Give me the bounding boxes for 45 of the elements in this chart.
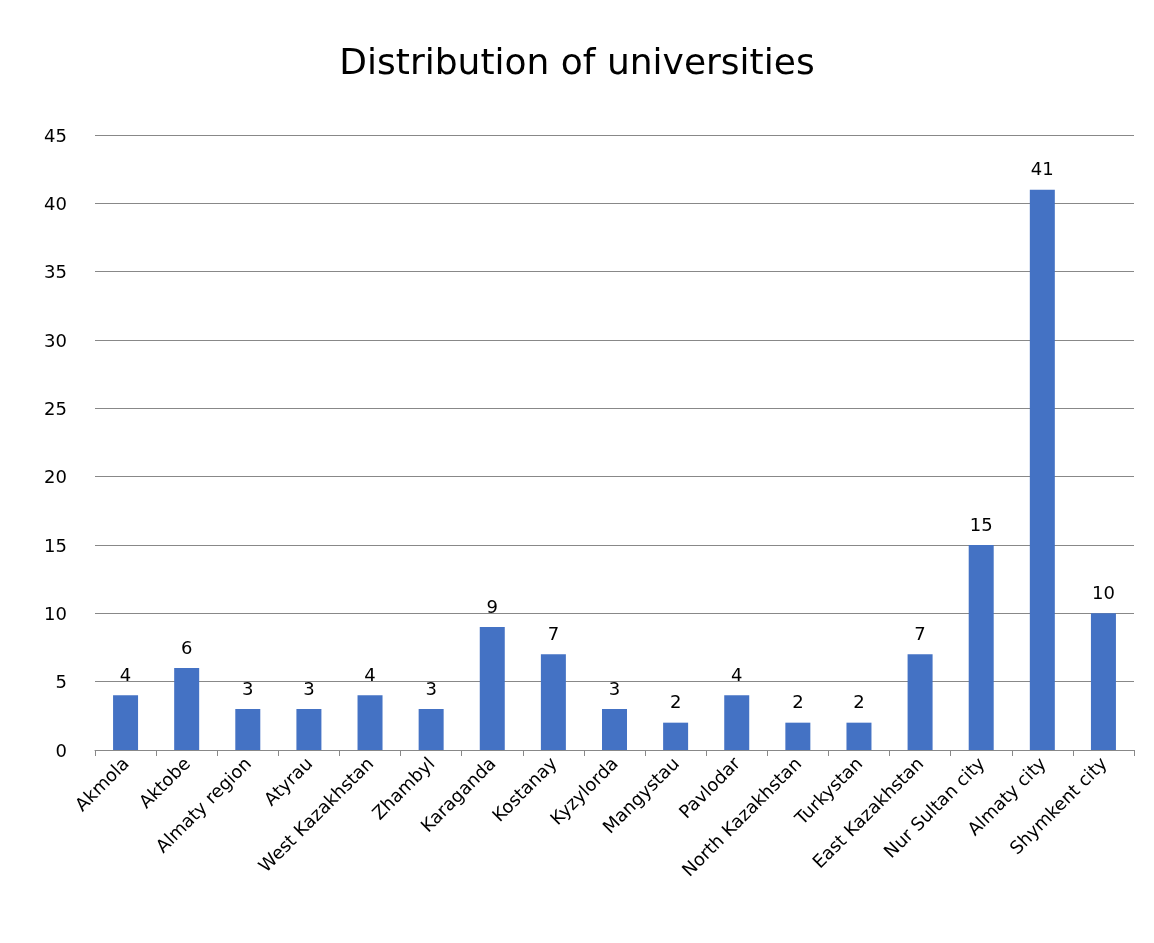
data-label: 3 bbox=[425, 677, 437, 699]
data-label: 2 bbox=[853, 691, 865, 713]
data-label: 9 bbox=[486, 595, 498, 617]
bar bbox=[357, 695, 383, 750]
bar bbox=[418, 709, 444, 750]
data-label: 4 bbox=[731, 663, 743, 685]
bar bbox=[235, 709, 261, 750]
bar bbox=[846, 722, 872, 750]
bar bbox=[968, 545, 994, 750]
data-label: 15 bbox=[969, 513, 993, 535]
bar bbox=[1029, 189, 1055, 750]
y-tick-label: 30 bbox=[44, 329, 67, 351]
bar bbox=[479, 627, 505, 750]
chart-title: Distribution of universities bbox=[339, 40, 815, 82]
y-tick-label: 40 bbox=[44, 192, 67, 214]
data-label: 41 bbox=[1030, 158, 1054, 180]
bar bbox=[540, 654, 566, 750]
bar bbox=[907, 654, 933, 750]
y-tick-label: 45 bbox=[44, 124, 67, 146]
bar bbox=[174, 668, 200, 750]
y-tick-label: 0 bbox=[55, 739, 67, 761]
y-tick-label: 35 bbox=[44, 261, 67, 283]
data-label: 3 bbox=[242, 677, 254, 699]
bar bbox=[1090, 613, 1116, 750]
bar bbox=[663, 722, 689, 750]
y-tick-label: 10 bbox=[44, 602, 67, 624]
data-label: 6 bbox=[180, 636, 193, 658]
y-tick-label: 5 bbox=[55, 671, 67, 693]
bar bbox=[724, 695, 750, 750]
data-label: 2 bbox=[792, 691, 804, 713]
data-label: 10 bbox=[1091, 581, 1115, 603]
data-label: 4 bbox=[119, 663, 132, 685]
bar bbox=[785, 722, 811, 750]
data-label: 4 bbox=[364, 663, 376, 685]
bar bbox=[113, 695, 139, 750]
data-label: 2 bbox=[669, 691, 682, 713]
bar bbox=[602, 709, 627, 750]
data-label: 7 bbox=[914, 622, 926, 644]
bar bbox=[296, 709, 322, 750]
y-tick-label: 20 bbox=[44, 466, 67, 488]
data-label: 3 bbox=[303, 677, 315, 699]
data-label: 7 bbox=[547, 622, 560, 644]
data-label: 3 bbox=[608, 677, 621, 699]
y-tick-label: 25 bbox=[44, 397, 67, 419]
y-tick-label: 15 bbox=[44, 534, 67, 556]
